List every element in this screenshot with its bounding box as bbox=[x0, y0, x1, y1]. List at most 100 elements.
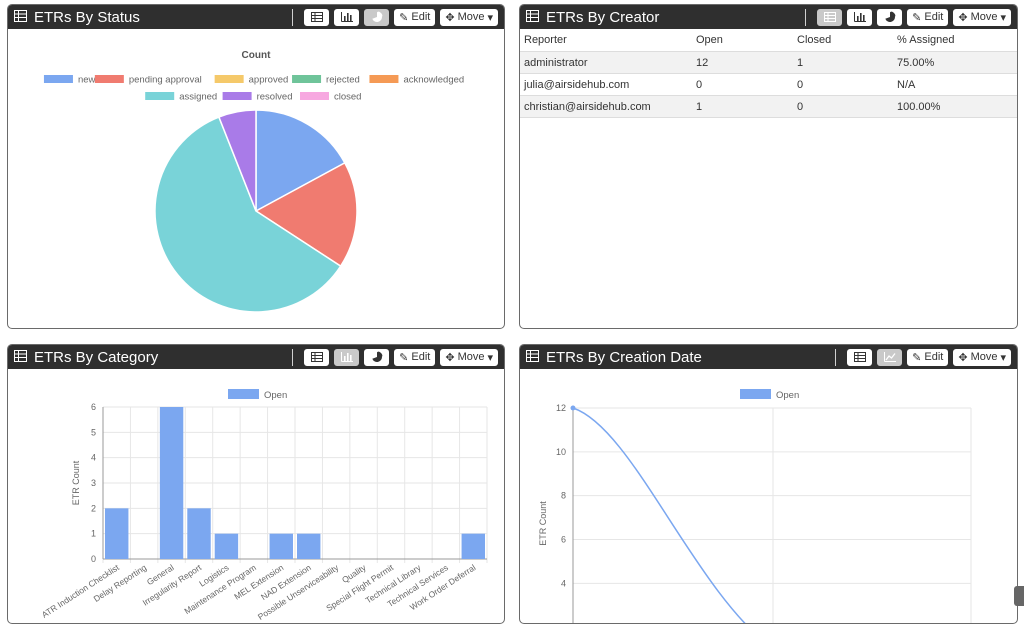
pencil-icon: ✎ bbox=[399, 351, 409, 364]
pie-chart-icon bbox=[371, 351, 383, 362]
column-header-open[interactable]: Open bbox=[692, 29, 793, 52]
legend-label: resolved bbox=[257, 92, 293, 103]
chart-title: Count bbox=[242, 50, 272, 61]
y-tick-label: 5 bbox=[91, 427, 96, 437]
move-button[interactable]: ✥ Move ▾ bbox=[953, 8, 1011, 26]
legend-label: acknowledged bbox=[403, 75, 464, 86]
move-icon: ✥ bbox=[445, 351, 455, 364]
bar-MEL-Extension bbox=[269, 533, 293, 559]
panel-header: ETRs By Category ✎ Edit ✥ Move ▾ bbox=[8, 345, 504, 369]
panel-header: ETRs By Creation Date ✎ Edit ✥ Move ▾ bbox=[520, 345, 1017, 369]
table-view-button[interactable] bbox=[304, 8, 330, 26]
table-header-row: Reporter Open Closed % Assigned bbox=[520, 29, 1017, 52]
legend-swatch-approved bbox=[214, 75, 244, 83]
panel-title: ETRs By Creator bbox=[546, 8, 660, 26]
caret-down-icon: ▾ bbox=[1000, 11, 1006, 24]
table-icon bbox=[853, 352, 866, 362]
bar-ATR-Induction-Checklist bbox=[105, 508, 129, 559]
bar-Work-Order-Deferral bbox=[461, 533, 485, 559]
panel-title: ETRs By Creation Date bbox=[546, 348, 702, 366]
move-button[interactable]: ✥ Move ▾ bbox=[953, 348, 1011, 366]
legend-label: new bbox=[78, 75, 96, 86]
legend-label: Open bbox=[776, 390, 799, 401]
table-icon bbox=[823, 12, 836, 22]
edit-button[interactable]: ✎ Edit bbox=[394, 348, 436, 366]
etrs-by-creator-panel: ETRs By Creator ✎ Edit ✥ Move ▾ Reporter Op… bbox=[519, 4, 1018, 329]
move-button[interactable]: ✥ Move ▾ bbox=[440, 348, 498, 366]
legend-swatch-new bbox=[43, 75, 73, 83]
column-header-percent-assigned[interactable]: % Assigned bbox=[893, 29, 1017, 52]
y-axis-label: ETR Count bbox=[538, 501, 548, 546]
table-icon bbox=[14, 349, 27, 366]
y-tick-label: 6 bbox=[561, 535, 566, 545]
legend-swatch-assigned bbox=[145, 92, 175, 100]
panel-title: ETRs By Category bbox=[34, 348, 159, 366]
table-icon bbox=[14, 9, 27, 26]
legend-label: approved bbox=[249, 75, 289, 86]
closed-cell: 0 bbox=[793, 95, 893, 118]
open-cell: 12 bbox=[692, 51, 793, 74]
legend-swatch-closed bbox=[300, 92, 329, 100]
legend-swatch-pending-approval bbox=[94, 75, 124, 83]
caret-down-icon: ▾ bbox=[487, 11, 493, 24]
move-icon: ✥ bbox=[445, 11, 455, 24]
legend-label: rejected bbox=[326, 75, 360, 86]
assigned-cell: 75.00% bbox=[893, 51, 1017, 74]
y-tick-label: 6 bbox=[91, 402, 96, 412]
bar-chart-button[interactable] bbox=[334, 348, 360, 366]
bar-chart-button[interactable] bbox=[334, 8, 360, 26]
status-pie-chart: Count new pending approval approved rejecte… bbox=[43, 50, 464, 313]
table-icon bbox=[526, 349, 539, 366]
series-line-open bbox=[572, 407, 746, 623]
bar-chart-icon bbox=[853, 12, 866, 22]
pie-chart-button[interactable] bbox=[364, 8, 390, 26]
line-chart-icon bbox=[883, 352, 896, 362]
edit-button[interactable]: ✎ Edit bbox=[394, 8, 436, 26]
pencil-icon: ✎ bbox=[912, 351, 922, 364]
bar-chart-button[interactable] bbox=[847, 8, 873, 26]
y-tick-label: 3 bbox=[91, 478, 96, 488]
pie-chart-icon bbox=[371, 11, 383, 22]
legend-label: Open bbox=[264, 390, 287, 401]
table-view-button[interactable] bbox=[847, 348, 873, 366]
move-button[interactable]: ✥ Move ▾ bbox=[440, 8, 498, 26]
y-tick-label: 4 bbox=[91, 453, 96, 463]
legend-swatch-acknowledged bbox=[369, 75, 399, 83]
edit-button[interactable]: ✎ Edit bbox=[907, 8, 949, 26]
y-axis-label: ETR Count bbox=[71, 460, 81, 505]
table-icon bbox=[310, 352, 323, 362]
pie-chart-button[interactable] bbox=[877, 8, 903, 26]
assigned-cell: 100.00% bbox=[893, 95, 1017, 118]
table-view-button[interactable] bbox=[817, 8, 843, 26]
etrs-by-category-panel: ETRs By Category ✎ Edit ✥ Move ▾ Open 0 1 2 3 4 5… bbox=[7, 344, 505, 624]
legend-swatch-resolved bbox=[222, 92, 252, 100]
bar-Logistics bbox=[214, 533, 239, 559]
legend-swatch-rejected bbox=[292, 75, 322, 83]
etrs-by-creation-date-panel: ETRs By Creation Date ✎Edit ✥Move▾ Open 2… bbox=[519, 344, 1018, 624]
bar-chart-icon bbox=[340, 352, 353, 362]
pie-slice-new bbox=[255, 109, 346, 213]
legend-swatch-open bbox=[740, 389, 771, 399]
panel-header: ETRs By Status ✎ Edit ✥ Move ▾ bbox=[8, 5, 504, 29]
legend-swatch-open bbox=[228, 389, 259, 399]
pie-slice-pending-approval bbox=[254, 161, 358, 268]
y-tick-label: 1 bbox=[91, 529, 96, 539]
pencil-icon: ✎ bbox=[399, 11, 409, 24]
data-point bbox=[570, 405, 576, 411]
table-view-button[interactable] bbox=[304, 348, 330, 366]
reporter-cell: christian@airsidehub.com bbox=[520, 95, 692, 118]
line-chart-button[interactable] bbox=[877, 348, 903, 366]
edit-button[interactable]: ✎ Edit bbox=[907, 348, 949, 366]
reporter-cell: julia@airsidehub.com bbox=[520, 73, 692, 96]
etrs-by-status-panel: ETRs By Status ✎ Edit ✥ Move ▾ Count new pen… bbox=[7, 4, 505, 329]
column-header-closed[interactable]: Closed bbox=[793, 29, 893, 52]
scroll-handle[interactable] bbox=[1014, 586, 1024, 606]
pie-chart-button[interactable] bbox=[364, 348, 390, 366]
column-header-reporter[interactable]: Reporter bbox=[520, 29, 692, 52]
legend-label: pending approval bbox=[129, 75, 202, 86]
table-row: administrator 12 1 75.00% bbox=[520, 51, 1017, 74]
y-tick-label: 8 bbox=[561, 491, 566, 501]
y-tick-label: 2 bbox=[91, 503, 96, 513]
pie-slice-assigned bbox=[154, 116, 342, 313]
legend-label: assigned bbox=[179, 92, 217, 103]
